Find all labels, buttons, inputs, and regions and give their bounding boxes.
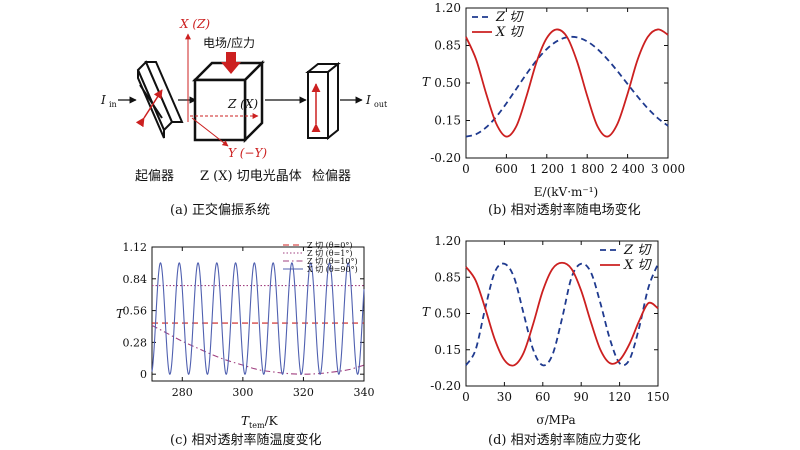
x-tick-label: 120 bbox=[608, 390, 631, 404]
chart-transmittance-vs-temperature: 0 0.28 0.56 0.84 1.12 280 300 320 340 T Ttem/K Z 切 … bbox=[116, 241, 375, 430]
analyzer-plate bbox=[305, 61, 341, 141]
y-tick-label: 1.12 bbox=[123, 241, 148, 254]
y-tick-label: 1.20 bbox=[434, 1, 461, 15]
field-stress-label: 电场/应力 bbox=[203, 35, 255, 50]
x-axis-label: σ/MPa bbox=[536, 413, 575, 427]
y-tick-label: 0.15 bbox=[434, 114, 461, 128]
electro-optic-crystal bbox=[191, 59, 266, 144]
series-line-0 bbox=[465, 262, 659, 367]
x-tick-label: 280 bbox=[172, 386, 193, 399]
axis-diagonal-arrow bbox=[191, 117, 229, 147]
crystal-label: Z (X) 切电光晶体 bbox=[200, 169, 302, 184]
legend-entry: Z 切 (θ=1°) bbox=[307, 249, 353, 258]
input-intensity-sub: in bbox=[109, 100, 117, 109]
x-tick-label: 1 800 bbox=[570, 162, 604, 176]
axis-horizontal-label: Z (X) bbox=[227, 97, 258, 111]
series-line-2 bbox=[151, 324, 365, 375]
output-intensity-label: I bbox=[365, 93, 371, 107]
legend-entry: Z 切 bbox=[495, 10, 524, 25]
x-tick-label: 30 bbox=[497, 390, 512, 404]
y-tick-label: 0.56 bbox=[123, 305, 148, 318]
legend-entry: X 切 bbox=[495, 25, 524, 40]
series-line-1 bbox=[465, 261, 659, 367]
plot-frame bbox=[151, 246, 365, 382]
x-axis-label: Ttem/K bbox=[241, 414, 279, 430]
y-axis-label: T bbox=[116, 307, 125, 321]
legend-entry: Z 切 (θ=0°) bbox=[307, 241, 353, 250]
x-tick-label: 340 bbox=[354, 386, 375, 399]
x-tick-label: 600 bbox=[495, 162, 518, 176]
y-tick-label: 0.50 bbox=[434, 307, 461, 321]
y-axis-label: T bbox=[422, 305, 431, 319]
x-tick-label: 0 bbox=[462, 390, 470, 404]
chart-transmittance-vs-field: -0.20 0.15 0.50 0.85 1.20 0 600 1 200 1 800 2 400… bbox=[422, 1, 685, 199]
x-tick-label: 150 bbox=[647, 390, 670, 404]
x-tick-label: 3 000 bbox=[651, 162, 685, 176]
x-tick-label: 2 400 bbox=[610, 162, 644, 176]
caption-b: (b) 相对透射率随电场变化 bbox=[488, 202, 641, 218]
y-tick-label: 1.20 bbox=[434, 234, 461, 248]
legend-entry: Z 切 bbox=[623, 243, 652, 258]
y-tick-label: 0.50 bbox=[434, 76, 461, 90]
x-tick-label: 320 bbox=[293, 386, 314, 399]
y-tick-label: 0.85 bbox=[434, 270, 461, 284]
axis-diagonal-label: Y (−Y) bbox=[228, 146, 267, 160]
legend-entry: X 切 (θ=90°) bbox=[307, 265, 358, 274]
y-axis-label: T bbox=[422, 75, 431, 89]
series-line-1 bbox=[465, 28, 669, 138]
polarizer-label: 起偏器 bbox=[135, 169, 174, 184]
axis-vertical-label: X (Z) bbox=[179, 17, 210, 31]
legend-entry: Z 切 (θ=10°) bbox=[307, 257, 358, 266]
y-tick-label: 0.15 bbox=[434, 343, 461, 357]
x-axis-label: E/(kV·m⁻¹) bbox=[534, 185, 598, 199]
y-tick-label: 0 bbox=[140, 368, 147, 381]
y-tick-label: 0.84 bbox=[123, 273, 148, 286]
y-tick-label: -0.20 bbox=[430, 379, 461, 393]
y-tick-label: 0.28 bbox=[123, 336, 148, 349]
caption-d: (d) 相对透射率随应力变化 bbox=[488, 432, 641, 448]
caption-a: (a) 正交偏振系统 bbox=[170, 202, 270, 218]
caption-c: (c) 相对透射率随温度变化 bbox=[170, 432, 322, 448]
y-tick-label: -0.20 bbox=[430, 151, 461, 165]
x-tick-label: 60 bbox=[535, 390, 550, 404]
series-line-3 bbox=[151, 262, 365, 375]
legend-entry: X 切 bbox=[623, 258, 652, 273]
x-tick-label: 90 bbox=[574, 390, 589, 404]
chart-transmittance-vs-stress: -0.20 0.15 0.50 0.85 1.20 0 30 60 90 120 150 Tσ/MPa… bbox=[422, 234, 669, 427]
polarizer-axis-arrow bbox=[135, 89, 163, 128]
input-intensity-label: I bbox=[100, 93, 106, 107]
panel-a-diagram: I in X (Z) Z (X) Y (−Y) 电场/应力 bbox=[100, 17, 388, 218]
x-tick-label: 0 bbox=[462, 162, 470, 176]
output-intensity-sub: out bbox=[374, 100, 388, 109]
field-stress-arrow bbox=[221, 52, 241, 74]
polarizer-plate bbox=[135, 60, 184, 139]
y-tick-label: 0.85 bbox=[434, 39, 461, 53]
x-tick-label: 1 200 bbox=[530, 162, 564, 176]
analyzer-label: 检偏器 bbox=[312, 169, 351, 184]
x-tick-label: 300 bbox=[232, 386, 253, 399]
